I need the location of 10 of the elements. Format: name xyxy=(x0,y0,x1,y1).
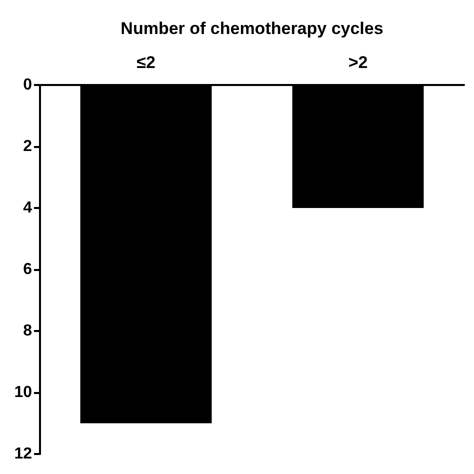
y-tick-label: 12 xyxy=(14,446,32,462)
y-tick-label: 8 xyxy=(23,322,32,340)
y-tick-label: 6 xyxy=(23,261,32,278)
x-tick-label: >2 xyxy=(348,53,368,72)
y-tick-label: 10 xyxy=(14,384,32,401)
x-axis-title: Number of chemotherapy cycles xyxy=(120,19,384,38)
x-tick-label: ≤2 xyxy=(136,53,156,72)
y-tick-label: 2 xyxy=(23,138,32,155)
y-tick-label: 0 xyxy=(23,76,32,94)
y-tick-label: 4 xyxy=(23,200,32,216)
